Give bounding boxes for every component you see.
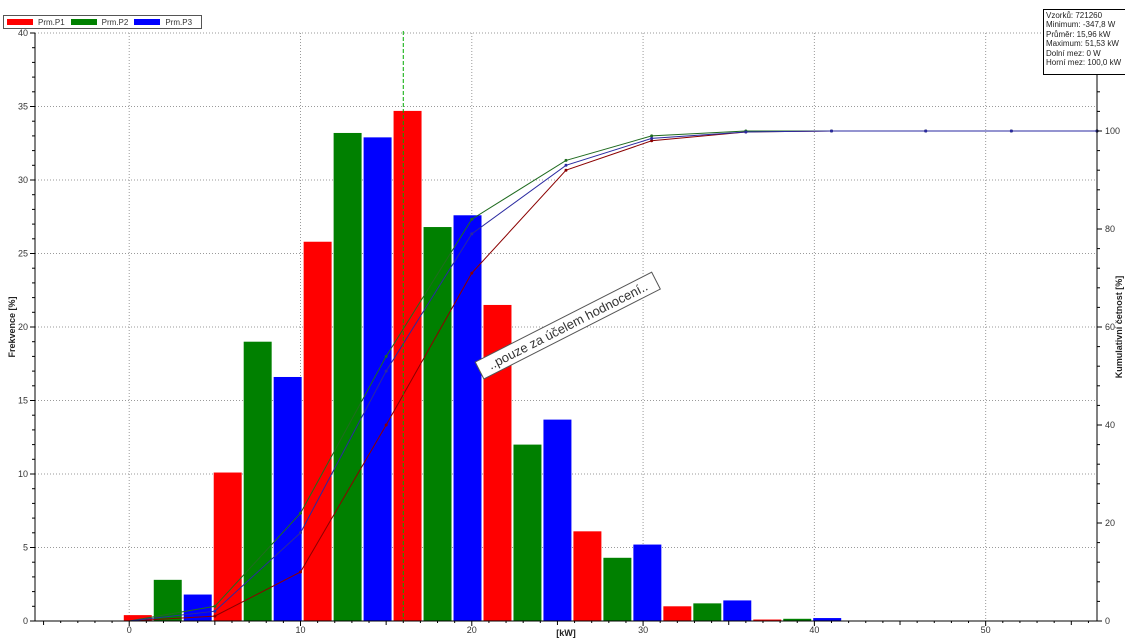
annotation-box (474, 271, 661, 380)
stat-upper-limit: Horní mez: 100,0 kW (1046, 58, 1122, 68)
y2-tick-label-2: 40 (1105, 420, 1115, 430)
stat-minimum: Minimum: -347,8 W (1046, 20, 1116, 30)
cumulative-point-prm-p1-6 (650, 139, 654, 143)
cumulative-point-prm-p2-1 (213, 604, 217, 608)
bar-prm-p3-7 (813, 618, 842, 621)
x-tick-label-2: 20 (467, 625, 477, 635)
y-axis-label: Frekvence [%] (7, 296, 17, 357)
cumulative-point-prm-p1-4 (470, 271, 474, 275)
legend-label-p2: Prm.P2 (101, 17, 129, 27)
cumulative-lines (129, 129, 1099, 622)
legend: Prm.P1 Prm.P2 Prm.P3 (3, 15, 203, 29)
bar-prm-p1-5 (573, 531, 602, 621)
cumulative-point-prm-p2-3 (384, 354, 388, 358)
cumulative-line-prm-p3 (129, 130, 1097, 622)
cumulative-point-prm-p1-1 (213, 614, 217, 618)
cumulative-point-prm-p3-5 (564, 163, 568, 167)
x-tick-label-3: 30 (638, 625, 648, 635)
y2-tick-label-5: 100 (1105, 126, 1120, 136)
bar-prm-p1-3 (393, 110, 422, 621)
legend-label-p1: Prm.P1 (38, 17, 65, 27)
y-tick-label-0: 0 (23, 616, 28, 626)
legend-item-p2[interactable]: Prm.P2 (70, 17, 129, 27)
cumulative-point-prm-p3-8 (830, 129, 833, 133)
bar-prm-p2-6 (693, 603, 722, 621)
y-tick-label-5: 25 (18, 249, 28, 259)
legend-item-p1[interactable]: Prm.P1 (7, 18, 65, 27)
stat-lower-limit: Dolní mez: 0 W (1046, 48, 1101, 58)
cumulative-point-prm-p2-5 (564, 158, 568, 162)
cumulative-point-prm-p3-2 (299, 531, 302, 535)
y-tick-label-8: 40 (18, 28, 28, 38)
cumulative-point-prm-p2-2 (299, 511, 302, 515)
y2-tick-label-3: 60 (1105, 322, 1115, 332)
axes (30, 31, 1102, 626)
x-tick-label-4: 40 (809, 625, 819, 635)
y-tick-label-2: 10 (18, 469, 28, 479)
bar-prm-p1-7 (753, 619, 782, 621)
stat-samples: Vzorků: 721260 (1046, 11, 1103, 20)
y-tick-label-6: 30 (18, 175, 28, 185)
bar-prm-p2-4 (513, 444, 542, 621)
bar-prm-p3-4 (543, 419, 572, 621)
bar-prm-p2-3 (423, 227, 452, 622)
cumulative-point-prm-p3-9 (924, 129, 928, 133)
bars (123, 110, 842, 622)
legend-label-p3: Prm.P3 (165, 17, 193, 27)
bar-prm-p1-2 (303, 241, 332, 622)
cumulative-point-prm-p3-10 (1009, 129, 1013, 133)
cumulative-point-prm-p1-5 (564, 168, 568, 172)
cumulative-point-prm-p3-6 (650, 136, 654, 140)
cumulative-point-prm-p3-3 (384, 369, 388, 373)
legend-swatch-p2 (70, 19, 97, 25)
bar-prm-p1-1 (213, 472, 242, 621)
bar-prm-p1-0 (123, 615, 152, 621)
cumulative-point-prm-p1-2 (299, 570, 302, 574)
legend-swatch-p1 (7, 19, 33, 25)
y2-tick-label-1: 20 (1105, 518, 1115, 528)
x-tick-label-0: 0 (127, 625, 132, 635)
stat-maximum: Maximum: 51,53 kW (1046, 39, 1119, 49)
y-tick-label-7: 35 (18, 102, 28, 112)
x-axis-label: [kW] (556, 628, 576, 638)
x-tick-label-1: 10 (295, 625, 305, 635)
cumulative-point-prm-p3-4 (470, 232, 474, 236)
bar-prm-p3-3 (453, 215, 482, 621)
bar-prm-p3-6 (723, 600, 752, 621)
stat-mean: Průměr: 15,96 kW (1046, 29, 1111, 39)
cumulative-point-prm-p3-7 (744, 130, 748, 134)
y2-axis-label: Kumulativní četnost [%] (1114, 276, 1124, 379)
cumulative-point-prm-p2-6 (650, 134, 654, 138)
bar-prm-p1-6 (663, 606, 692, 621)
bar-prm-p3-1 (273, 376, 302, 621)
bar-prm-p3-5 (633, 544, 662, 621)
y2-tick-label-0: 0 (1105, 616, 1110, 626)
statistics-box: Vzorků: 721260 Minimum: -347,8 W Průměr:… (1043, 9, 1125, 75)
y-tick-label-3: 15 (18, 396, 28, 406)
cumulative-point-prm-p1-3 (384, 423, 388, 427)
cumulative-point-prm-p3-1 (213, 609, 217, 613)
y2-tick-label-4: 80 (1105, 224, 1115, 234)
legend-swatch-p3 (134, 19, 161, 25)
bar-prm-p3-2 (363, 137, 392, 621)
y-tick-label-1: 5 (23, 543, 28, 553)
bar-prm-p2-2 (333, 132, 362, 621)
bar-prm-p2-5 (603, 557, 632, 621)
bar-prm-p2-1 (243, 341, 272, 621)
cumulative-point-prm-p2-4 (470, 217, 474, 221)
axis-labels: 0 5 10 15 20 25 30 35 40 0 20 40 60 80 100 0 10 20 30 40 50 [… (7, 28, 1124, 638)
y-tick-label-4: 20 (18, 322, 28, 332)
bar-prm-p2-7 (783, 618, 812, 621)
x-tick-label-5: 50 (981, 625, 991, 635)
legend-item-p3[interactable]: Prm.P3 (134, 18, 192, 27)
